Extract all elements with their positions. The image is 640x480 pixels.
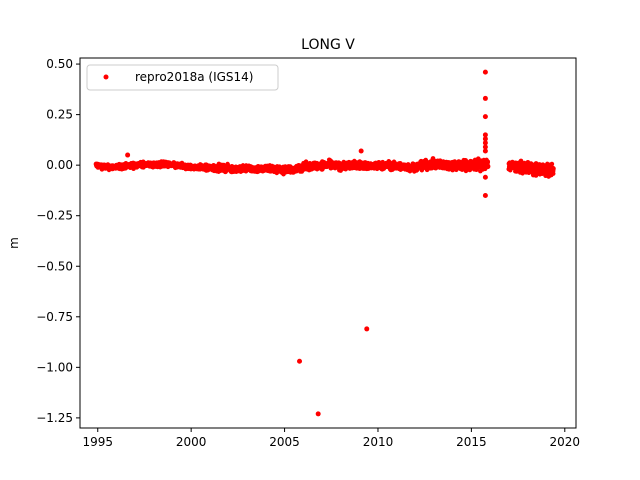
outlier-point xyxy=(315,411,321,417)
x-tick-label: 2015 xyxy=(456,435,487,449)
y-tick-label: −0.75 xyxy=(36,310,73,324)
outlier-point xyxy=(482,69,488,75)
outlier-point xyxy=(482,174,488,180)
chart-title: LONG V xyxy=(301,37,355,53)
x-tick-label: 2000 xyxy=(176,435,207,449)
outlier-point xyxy=(482,136,488,142)
outlier-point xyxy=(482,192,488,198)
data-point xyxy=(551,166,556,171)
outlier-point xyxy=(482,148,488,154)
y-tick-label: 0.25 xyxy=(46,108,73,122)
outlier-point xyxy=(482,132,488,138)
data-points xyxy=(93,69,556,417)
y-tick-label: 0.50 xyxy=(46,57,73,71)
legend: repro2018a (IGS14) xyxy=(86,64,279,91)
data-point xyxy=(485,163,491,169)
legend-label: repro2018a (IGS14) xyxy=(135,70,253,84)
outlier-point xyxy=(482,95,488,101)
data-point xyxy=(550,171,556,176)
data-point xyxy=(549,161,555,167)
outlier-point xyxy=(364,326,370,332)
x-axis: 1995 2000 2005 2010 2015 2020 xyxy=(82,428,580,449)
outlier-point xyxy=(125,152,131,158)
y-axis-label: m xyxy=(7,237,21,249)
y-tick-label: −1.00 xyxy=(36,360,73,374)
x-tick-label: 2010 xyxy=(363,435,394,449)
y-tick-label: −1.25 xyxy=(36,411,73,425)
outlier-point xyxy=(358,148,364,154)
legend-box xyxy=(86,64,279,91)
legend-marker xyxy=(103,74,109,80)
outlier-point xyxy=(482,140,488,146)
x-tick-label: 1995 xyxy=(82,435,113,449)
y-tick-label: −0.25 xyxy=(36,209,73,223)
data-point xyxy=(485,159,491,164)
x-tick-label: 2005 xyxy=(269,435,300,449)
outlier-point xyxy=(482,114,488,120)
x-tick-label: 2020 xyxy=(550,435,581,449)
y-tick-label: 0.00 xyxy=(46,158,73,172)
plot-area-frame xyxy=(79,57,577,429)
outlier-point xyxy=(297,358,303,364)
outlier-point xyxy=(482,144,488,150)
y-axis: 0.50 0.25 0.00 −0.25 −0.50 −0.75 −1.00 −1.25 xyxy=(36,57,80,425)
y-tick-label: −0.50 xyxy=(36,259,73,273)
